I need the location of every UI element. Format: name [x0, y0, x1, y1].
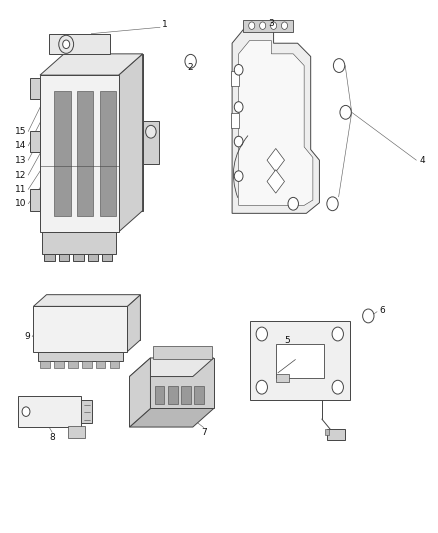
Text: 9: 9 — [24, 332, 30, 341]
Circle shape — [22, 407, 30, 416]
Circle shape — [363, 309, 374, 323]
Circle shape — [185, 54, 196, 68]
Text: 14: 14 — [14, 141, 26, 150]
Text: 13: 13 — [14, 156, 26, 165]
FancyBboxPatch shape — [40, 361, 49, 368]
Polygon shape — [130, 358, 150, 427]
FancyBboxPatch shape — [38, 352, 123, 361]
Polygon shape — [40, 75, 119, 232]
Circle shape — [234, 102, 243, 112]
Circle shape — [332, 380, 343, 394]
FancyBboxPatch shape — [181, 385, 191, 404]
Polygon shape — [232, 27, 319, 213]
Text: 2: 2 — [188, 63, 194, 71]
FancyBboxPatch shape — [152, 346, 212, 359]
Text: 4: 4 — [419, 156, 425, 165]
FancyBboxPatch shape — [250, 321, 350, 400]
Polygon shape — [127, 295, 141, 352]
FancyBboxPatch shape — [82, 361, 92, 368]
FancyBboxPatch shape — [231, 71, 239, 86]
Text: 1: 1 — [162, 20, 167, 29]
Circle shape — [256, 327, 268, 341]
Polygon shape — [33, 306, 127, 352]
Polygon shape — [40, 54, 143, 75]
Circle shape — [234, 64, 243, 75]
FancyBboxPatch shape — [110, 361, 120, 368]
Text: 7: 7 — [201, 428, 207, 437]
FancyBboxPatch shape — [276, 374, 289, 382]
FancyBboxPatch shape — [81, 400, 92, 423]
Circle shape — [234, 171, 243, 181]
Polygon shape — [64, 54, 143, 211]
Circle shape — [271, 22, 277, 29]
Circle shape — [59, 35, 74, 53]
FancyBboxPatch shape — [325, 429, 329, 435]
FancyBboxPatch shape — [100, 91, 116, 216]
FancyBboxPatch shape — [243, 20, 293, 31]
Circle shape — [333, 59, 345, 72]
Polygon shape — [119, 54, 143, 232]
FancyBboxPatch shape — [44, 254, 55, 261]
FancyBboxPatch shape — [68, 426, 85, 438]
FancyBboxPatch shape — [194, 385, 204, 404]
Polygon shape — [267, 149, 285, 172]
Polygon shape — [239, 41, 313, 205]
Circle shape — [146, 125, 156, 138]
Circle shape — [327, 197, 338, 211]
FancyBboxPatch shape — [18, 396, 81, 427]
FancyBboxPatch shape — [143, 121, 159, 164]
Polygon shape — [30, 78, 40, 99]
FancyBboxPatch shape — [327, 429, 346, 440]
Polygon shape — [130, 358, 214, 376]
FancyBboxPatch shape — [42, 232, 117, 254]
Text: 12: 12 — [14, 171, 26, 180]
FancyBboxPatch shape — [88, 254, 98, 261]
FancyBboxPatch shape — [155, 385, 164, 404]
FancyBboxPatch shape — [49, 34, 110, 54]
Circle shape — [340, 106, 351, 119]
Polygon shape — [267, 169, 285, 193]
Circle shape — [63, 40, 70, 49]
FancyBboxPatch shape — [231, 114, 239, 128]
Circle shape — [332, 327, 343, 341]
Text: 10: 10 — [14, 199, 26, 208]
Text: 15: 15 — [14, 127, 26, 136]
Polygon shape — [150, 358, 214, 408]
Polygon shape — [130, 408, 214, 427]
FancyBboxPatch shape — [77, 91, 93, 216]
FancyBboxPatch shape — [68, 361, 78, 368]
Text: 6: 6 — [380, 305, 385, 314]
FancyBboxPatch shape — [59, 254, 69, 261]
Polygon shape — [46, 295, 141, 340]
Polygon shape — [33, 295, 141, 306]
Circle shape — [288, 197, 298, 210]
FancyBboxPatch shape — [276, 344, 324, 378]
Polygon shape — [30, 131, 40, 152]
FancyBboxPatch shape — [73, 254, 84, 261]
Text: 3: 3 — [268, 19, 274, 28]
Text: 11: 11 — [14, 185, 26, 194]
FancyBboxPatch shape — [102, 254, 113, 261]
Text: 8: 8 — [49, 433, 55, 442]
Circle shape — [282, 22, 288, 29]
Polygon shape — [30, 189, 40, 211]
FancyBboxPatch shape — [54, 91, 71, 216]
Circle shape — [249, 22, 255, 29]
Text: 5: 5 — [284, 336, 290, 345]
Circle shape — [234, 136, 243, 147]
FancyBboxPatch shape — [96, 361, 106, 368]
Circle shape — [256, 380, 268, 394]
FancyBboxPatch shape — [54, 361, 64, 368]
FancyBboxPatch shape — [168, 385, 177, 404]
Circle shape — [260, 22, 266, 29]
